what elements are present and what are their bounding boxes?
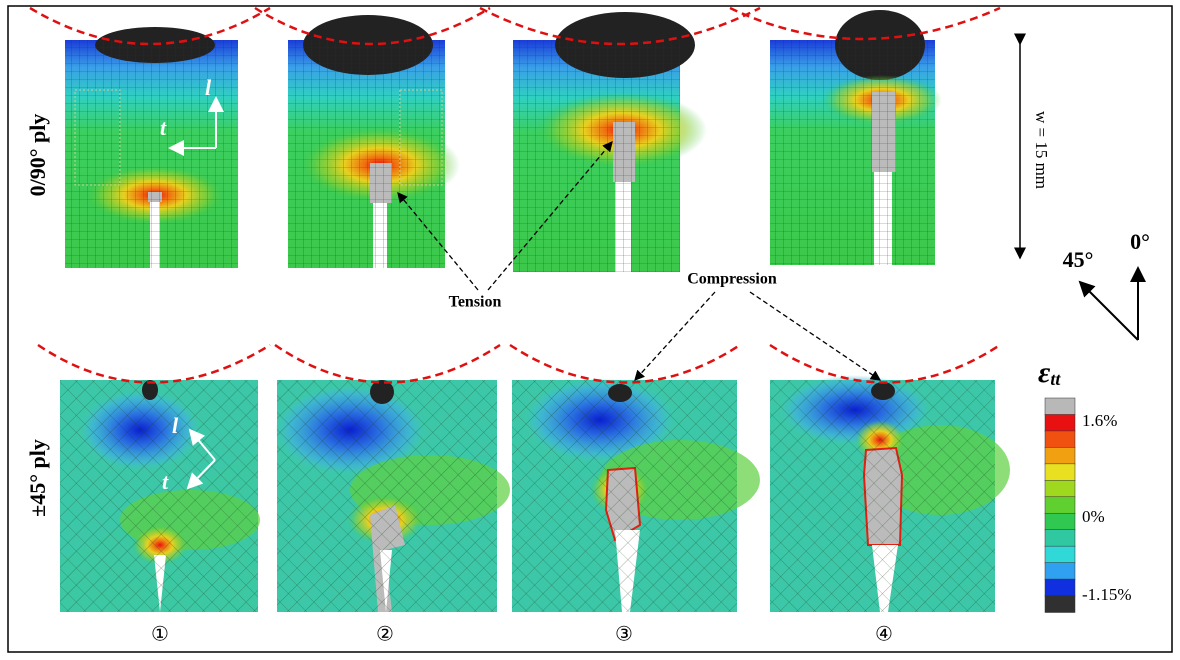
step-label: ④ [875, 622, 893, 646]
legend-subscript: tt [1050, 369, 1061, 389]
colorbar-band [1044, 512, 1076, 531]
colorbar-band [1044, 529, 1076, 547]
colorbar-band [1044, 496, 1076, 514]
legend-symbol: ε [1038, 356, 1051, 389]
colorbar-band [1044, 447, 1076, 465]
annotation: Tension [449, 294, 502, 311]
width-label: w = 15 mm [1032, 111, 1051, 189]
legend-title: εtt [1038, 356, 1061, 389]
axis-l: l [172, 413, 179, 438]
row-label: ±45° ply [25, 439, 50, 517]
legend-label: -1.15% [1082, 585, 1132, 604]
colorbar-band [1044, 463, 1076, 482]
direction-label: 45° [1063, 247, 1094, 272]
step-label: ③ [615, 622, 633, 646]
row-label: 0/90° ply [25, 114, 50, 197]
colorbar [1044, 397, 1076, 613]
colorbar-band [1044, 545, 1076, 564]
annotation-arrows [397, 141, 882, 381]
colorbar-band [1044, 414, 1076, 432]
bottom-panels [37, 343, 1010, 612]
colorbar-band [1044, 562, 1076, 580]
annotation: Compression [687, 271, 777, 288]
legend-label: 0% [1082, 507, 1105, 526]
direction-arrows [1078, 266, 1146, 341]
axis-l: l [205, 75, 212, 100]
axis-t: t [160, 115, 167, 140]
colorbar-band [1044, 430, 1076, 449]
legend-label: 1.6% [1082, 411, 1117, 430]
step-label: ② [376, 622, 394, 646]
colorbar-band [1044, 480, 1076, 498]
colorbar-band [1044, 578, 1076, 597]
colorbar-band [1044, 595, 1076, 613]
colorbar-band [1044, 397, 1076, 416]
axis-glyphs [168, 96, 224, 490]
top-panels [29, 6, 1001, 272]
direction-label: 0° [1130, 229, 1150, 254]
step-label: ① [151, 622, 169, 646]
axis-t: t [162, 469, 169, 494]
